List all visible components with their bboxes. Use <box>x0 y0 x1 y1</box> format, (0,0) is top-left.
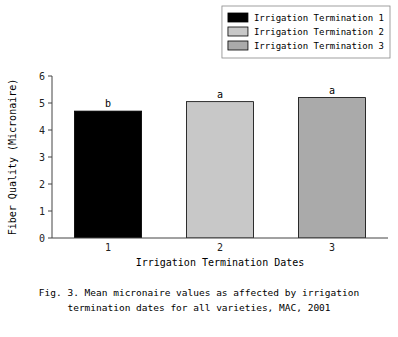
y-tick-label: 4 <box>39 125 45 136</box>
legend-swatch <box>228 27 248 36</box>
y-tick <box>48 211 52 212</box>
y-tick-label: 3 <box>39 152 45 163</box>
x-tick-label: 1 <box>105 242 111 253</box>
legend-label: Irrigation Termination 1 <box>254 13 384 23</box>
y-axis-label: Fiber Quality (Micronaire) <box>7 79 18 236</box>
bar <box>186 102 253 238</box>
y-tick <box>48 103 52 104</box>
x-axis-label: Irrigation Termination Dates <box>136 257 305 268</box>
legend-frame <box>222 6 390 58</box>
y-tick <box>48 184 52 185</box>
legend-label: Irrigation Termination 3 <box>254 41 384 51</box>
x-tick-label: 2 <box>217 242 223 253</box>
bar <box>298 98 365 238</box>
y-tick-label: 0 <box>39 233 45 244</box>
annotation: a <box>329 85 335 96</box>
legend-label: Irrigation Termination 2 <box>254 27 384 37</box>
caption: Fig. 3. Mean micronaire values as affect… <box>39 287 359 298</box>
y-tick <box>48 130 52 131</box>
y-tick <box>48 238 52 239</box>
annotation: b <box>105 98 111 109</box>
y-tick <box>48 76 52 77</box>
annotation: a <box>217 89 223 100</box>
y-tick-label: 5 <box>39 98 45 109</box>
caption: termination dates for all varieties, MAC… <box>67 302 330 313</box>
x-axis <box>52 238 388 239</box>
legend-swatch <box>228 13 248 22</box>
bars <box>74 98 365 238</box>
y-tick-label: 6 <box>39 71 45 82</box>
y-tick-label: 2 <box>39 179 45 190</box>
y-tick <box>48 157 52 158</box>
y-axis <box>52 76 53 238</box>
legend: Irrigation Termination 1 Irrigation Termi… <box>228 13 384 51</box>
chart: 0 1 2 3 4 5 6 b a a 1 2 3 Irrigation Termination Date… <box>0 0 398 337</box>
legend-swatch <box>228 41 248 50</box>
bar <box>74 111 141 238</box>
x-tick-label: 3 <box>329 242 335 253</box>
y-tick-label: 1 <box>39 206 45 217</box>
